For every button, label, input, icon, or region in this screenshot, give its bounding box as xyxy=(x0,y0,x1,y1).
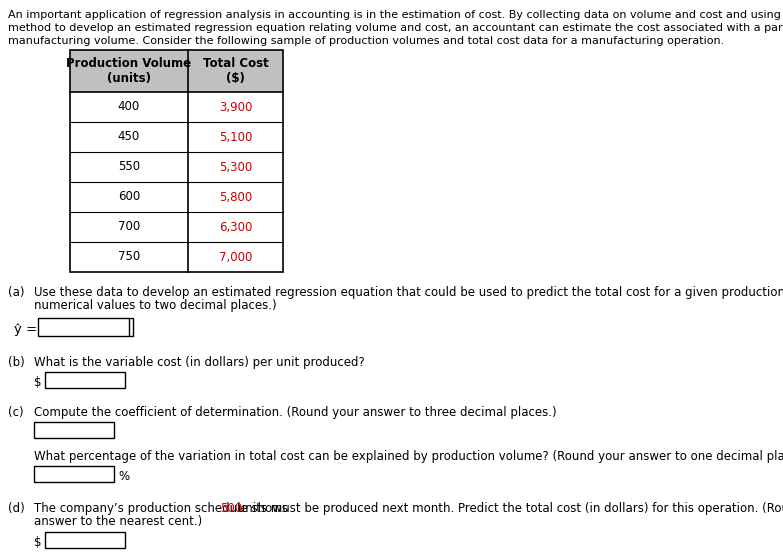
Bar xyxy=(38,318,133,336)
Text: numerical values to two decimal places.): numerical values to two decimal places.) xyxy=(34,299,276,312)
Text: 7,000: 7,000 xyxy=(218,250,252,264)
Text: units must be produced next month. Predict the total cost (in dollars) for this : units must be produced next month. Predi… xyxy=(234,502,783,515)
Text: 500: 500 xyxy=(220,502,242,515)
Text: 5,300: 5,300 xyxy=(219,160,252,174)
Text: 5,800: 5,800 xyxy=(219,190,252,204)
Text: 3,900: 3,900 xyxy=(218,100,252,114)
Text: (d): (d) xyxy=(8,502,25,515)
Text: 450: 450 xyxy=(118,130,140,144)
Bar xyxy=(70,50,283,272)
Text: $: $ xyxy=(34,376,41,389)
Text: (c): (c) xyxy=(8,406,23,419)
Text: The company’s production schedule shows: The company’s production schedule shows xyxy=(34,502,292,515)
Text: 750: 750 xyxy=(118,250,140,264)
Bar xyxy=(34,422,114,438)
Text: answer to the nearest cent.): answer to the nearest cent.) xyxy=(34,515,202,528)
Bar xyxy=(34,466,114,482)
Text: 6,300: 6,300 xyxy=(218,220,252,234)
Text: ŷ =: ŷ = xyxy=(14,323,37,336)
Bar xyxy=(45,532,125,548)
Text: (b): (b) xyxy=(8,356,25,369)
Text: %: % xyxy=(118,470,129,483)
Text: 600: 600 xyxy=(118,190,140,204)
Text: method to develop an estimated regression equation relating volume and cost, an : method to develop an estimated regressio… xyxy=(8,23,783,33)
Text: What is the variable cost (in dollars) per unit produced?: What is the variable cost (in dollars) p… xyxy=(34,356,365,369)
Bar xyxy=(45,372,125,388)
Text: What percentage of the variation in total cost can be explained by production vo: What percentage of the variation in tota… xyxy=(34,450,783,463)
Bar xyxy=(70,50,283,92)
Text: (a): (a) xyxy=(8,286,24,299)
Text: 550: 550 xyxy=(118,160,140,174)
Text: $: $ xyxy=(34,536,41,549)
Text: An important application of regression analysis in accounting is in the estimati: An important application of regression a… xyxy=(8,10,783,20)
Text: 5,100: 5,100 xyxy=(218,130,252,144)
Text: 700: 700 xyxy=(118,220,140,234)
Text: Compute the coefficient of determination. (Round your answer to three decimal pl: Compute the coefficient of determination… xyxy=(34,406,557,419)
Text: Production Volume
(units): Production Volume (units) xyxy=(67,57,192,85)
Text: Total Cost
($): Total Cost ($) xyxy=(203,57,269,85)
Text: manufacturing volume. Consider the following sample of production volumes and to: manufacturing volume. Consider the follo… xyxy=(8,36,724,46)
Text: Use these data to develop an estimated regression equation that could be used to: Use these data to develop an estimated r… xyxy=(34,286,783,299)
Text: 400: 400 xyxy=(118,100,140,114)
